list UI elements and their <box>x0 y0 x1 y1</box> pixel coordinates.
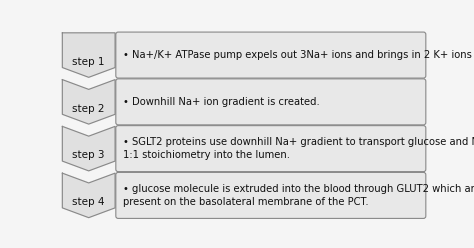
FancyBboxPatch shape <box>116 32 426 78</box>
FancyBboxPatch shape <box>116 172 426 218</box>
FancyBboxPatch shape <box>116 79 426 125</box>
Text: step 2: step 2 <box>73 103 105 114</box>
Text: • SGLT2 proteins use downhill Na+ gradient to transport glucose and Na+ in
1:1 s: • SGLT2 proteins use downhill Na+ gradie… <box>123 137 474 160</box>
Polygon shape <box>63 33 115 77</box>
Text: step 3: step 3 <box>73 150 105 160</box>
Text: • Downhill Na+ ion gradient is created.: • Downhill Na+ ion gradient is created. <box>123 97 319 107</box>
Polygon shape <box>63 126 115 171</box>
Polygon shape <box>63 173 115 218</box>
Text: • Na+/K+ ATPase pump expels out 3Na+ ions and brings in 2 K+ ions: • Na+/K+ ATPase pump expels out 3Na+ ion… <box>123 50 472 60</box>
Text: • glucose molecule is extruded into the blood through GLUT2 which are
present on: • glucose molecule is extruded into the … <box>123 184 474 207</box>
Text: step 1: step 1 <box>73 57 105 67</box>
FancyBboxPatch shape <box>116 126 426 172</box>
Text: step 4: step 4 <box>73 197 105 207</box>
Polygon shape <box>63 80 115 124</box>
